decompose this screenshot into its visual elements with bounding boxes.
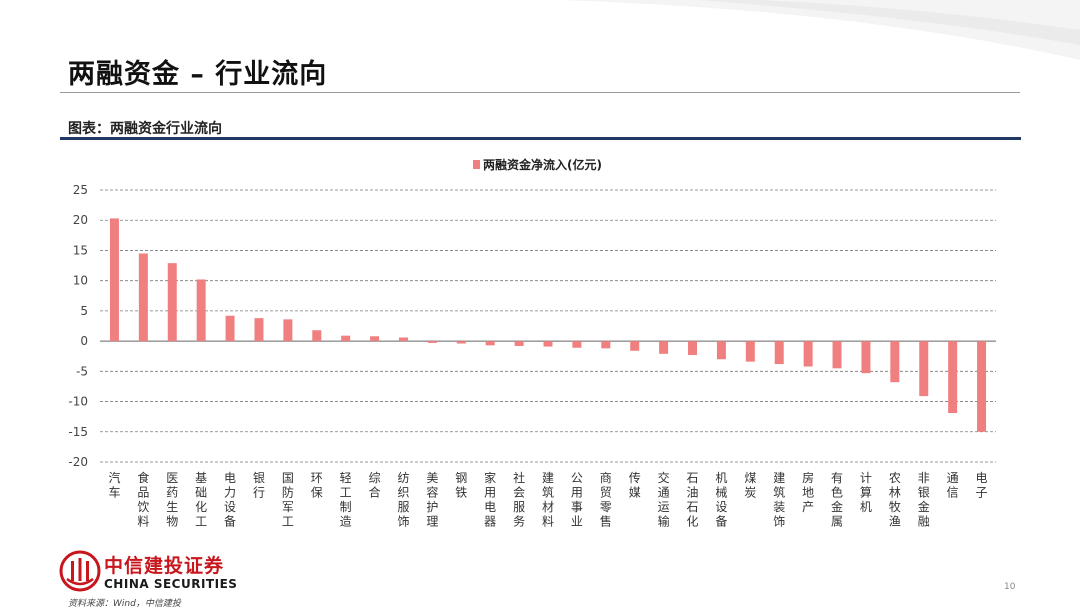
x-tick-label: 传媒 (629, 470, 641, 500)
bar (890, 341, 900, 383)
title-divider (60, 92, 1020, 93)
legend-swatch (473, 160, 480, 169)
bar (919, 341, 929, 397)
y-tick-label: 5 (80, 304, 88, 318)
x-tick-label: 交通运输 (658, 470, 670, 529)
x-tick-label: 石油石化 (687, 471, 699, 529)
bar (688, 341, 698, 356)
x-tick-label: 医药生物 (166, 471, 178, 529)
caption-divider (60, 137, 1021, 140)
bar (948, 341, 958, 414)
x-tick-label: 基础化工 (195, 471, 207, 529)
data-source-note: 资料来源：Wind，中信建投 (68, 599, 181, 609)
bar (572, 341, 582, 348)
y-tick-label: 0 (80, 334, 88, 348)
y-tick-label: 10 (73, 274, 88, 288)
x-tick-label: 电力设备 (224, 471, 236, 529)
x-tick-label: 建筑装饰 (773, 471, 785, 529)
bar (254, 318, 264, 342)
bar (427, 341, 437, 343)
y-tick-label: 15 (73, 243, 88, 257)
bar (312, 330, 322, 342)
decorative-swoosh (560, 0, 1080, 60)
bar (109, 218, 119, 342)
figure-caption: 图表：两融资金行业流向 (68, 121, 222, 137)
x-tick-label: 房地产 (802, 470, 814, 514)
bar (398, 337, 408, 342)
bar (832, 341, 842, 369)
y-tick-label: 25 (73, 183, 88, 197)
slide-title: 两融资金 – 行业流向 (68, 59, 328, 90)
y-tick-label: 20 (73, 213, 88, 227)
legend-label: 两融资金净流入(亿元) (483, 157, 602, 172)
bar (803, 341, 813, 367)
x-tick-label: 家用电器 (484, 470, 496, 529)
x-tick-label: 机械设备 (715, 471, 727, 529)
x-tick-label: 钢铁 (455, 471, 467, 500)
bar (601, 341, 611, 349)
bar (225, 315, 235, 342)
x-tick-label: 非银金融 (918, 471, 930, 529)
x-tick-label: 计算机 (860, 471, 872, 514)
bar (485, 341, 495, 346)
x-tick-label: 国防军工 (282, 471, 294, 529)
x-tick-label: 电子 (976, 471, 988, 500)
bar (861, 341, 871, 374)
bar (167, 263, 177, 342)
x-tick-label: 环保 (311, 471, 323, 500)
bar (514, 341, 524, 346)
x-tick-label: 商贸零售 (600, 470, 612, 529)
x-tick-label: 银行 (253, 471, 265, 500)
y-tick-label: -15 (68, 425, 88, 439)
bar (283, 319, 293, 342)
bar (630, 341, 640, 351)
bar-chart: 25 20 15 10 5 0 -5 -10 -15 -20 汽车 食品饮料 医药生物 基础化工 电力设备 银… (68, 157, 996, 529)
x-tick-label: 通信 (947, 471, 959, 500)
bar (977, 341, 987, 432)
x-tick-label: 社会服务 (513, 470, 525, 529)
page-number: 10 (1004, 582, 1016, 592)
x-tick-label: 综合 (369, 471, 381, 500)
brand-name-cn: 中信建投证券 (104, 555, 225, 577)
x-tick-label: 建筑材料 (542, 471, 554, 529)
bar (196, 279, 206, 342)
bar (716, 341, 726, 360)
y-tick-label: -10 (68, 395, 88, 409)
x-tick-label: 公用事业 (571, 471, 583, 529)
x-tick-label: 纺织服饰 (397, 471, 409, 529)
brand-name-en: CHINA SECURITIES (104, 577, 238, 591)
x-tick-label: 有色金属 (831, 471, 843, 529)
bar (341, 335, 351, 342)
bar (370, 336, 380, 342)
bar (456, 341, 466, 344)
brand-emblem-icon (59, 550, 101, 592)
bar (774, 341, 784, 365)
bar (745, 341, 755, 362)
bar (543, 341, 553, 347)
bar (659, 341, 669, 354)
x-tick-label: 食品饮料 (137, 470, 149, 529)
x-tick-label: 煤炭 (744, 471, 756, 500)
x-tick-label: 美容护理 (426, 471, 438, 529)
x-tick-label: 汽车 (108, 470, 120, 500)
y-tick-label: -5 (76, 364, 88, 378)
bar (138, 253, 148, 342)
brand-logo: 中信建投证券 CHINA SECURITIES (58, 549, 258, 593)
y-tick-label: -20 (68, 455, 88, 469)
x-tick-label: 轻工制造 (340, 471, 352, 529)
x-tick-label: 农林牧渔 (889, 471, 901, 529)
